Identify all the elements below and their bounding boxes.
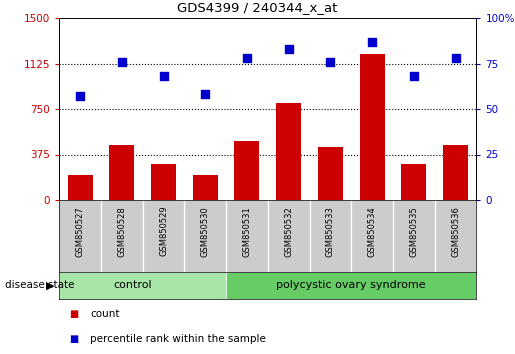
Point	[243, 55, 251, 61]
Text: ▶: ▶	[45, 280, 54, 291]
Text: GSM850534: GSM850534	[368, 206, 376, 257]
Bar	[226, 272, 476, 299]
Text: GSM850536: GSM850536	[451, 206, 460, 257]
Text: control: control	[113, 280, 151, 291]
Bar	[59, 272, 226, 299]
Text: GSM850532: GSM850532	[284, 206, 293, 257]
Bar	[276, 103, 301, 200]
Point	[201, 92, 209, 97]
Point	[451, 55, 460, 61]
Text: ■: ■	[70, 309, 79, 319]
Text: polycystic ovary syndrome: polycystic ovary syndrome	[277, 280, 426, 291]
Point	[368, 39, 376, 45]
Text: GSM850533: GSM850533	[326, 206, 335, 257]
Bar	[67, 175, 93, 200]
Bar	[151, 164, 176, 200]
Bar	[443, 145, 468, 200]
Point	[410, 73, 418, 79]
Point	[117, 59, 126, 64]
Point	[327, 59, 335, 64]
Text: ■: ■	[70, 333, 79, 344]
Text: count: count	[90, 309, 119, 319]
Text: GSM850531: GSM850531	[243, 206, 251, 257]
Bar	[234, 141, 260, 200]
Text: GSM850529: GSM850529	[159, 206, 168, 256]
Text: disease state: disease state	[5, 280, 75, 291]
Text: GSM850528: GSM850528	[117, 206, 126, 257]
Bar	[318, 147, 343, 200]
Text: GDS4399 / 240344_x_at: GDS4399 / 240344_x_at	[177, 1, 338, 15]
Text: percentile rank within the sample: percentile rank within the sample	[90, 333, 266, 344]
Text: GSM850530: GSM850530	[201, 206, 210, 257]
Point	[159, 73, 167, 79]
Point	[76, 93, 84, 99]
Bar	[109, 145, 134, 200]
Bar	[401, 164, 426, 200]
Text: GSM850527: GSM850527	[76, 206, 84, 257]
Point	[284, 46, 293, 52]
Text: GSM850535: GSM850535	[409, 206, 418, 257]
Bar	[193, 175, 218, 200]
Bar	[359, 55, 385, 200]
